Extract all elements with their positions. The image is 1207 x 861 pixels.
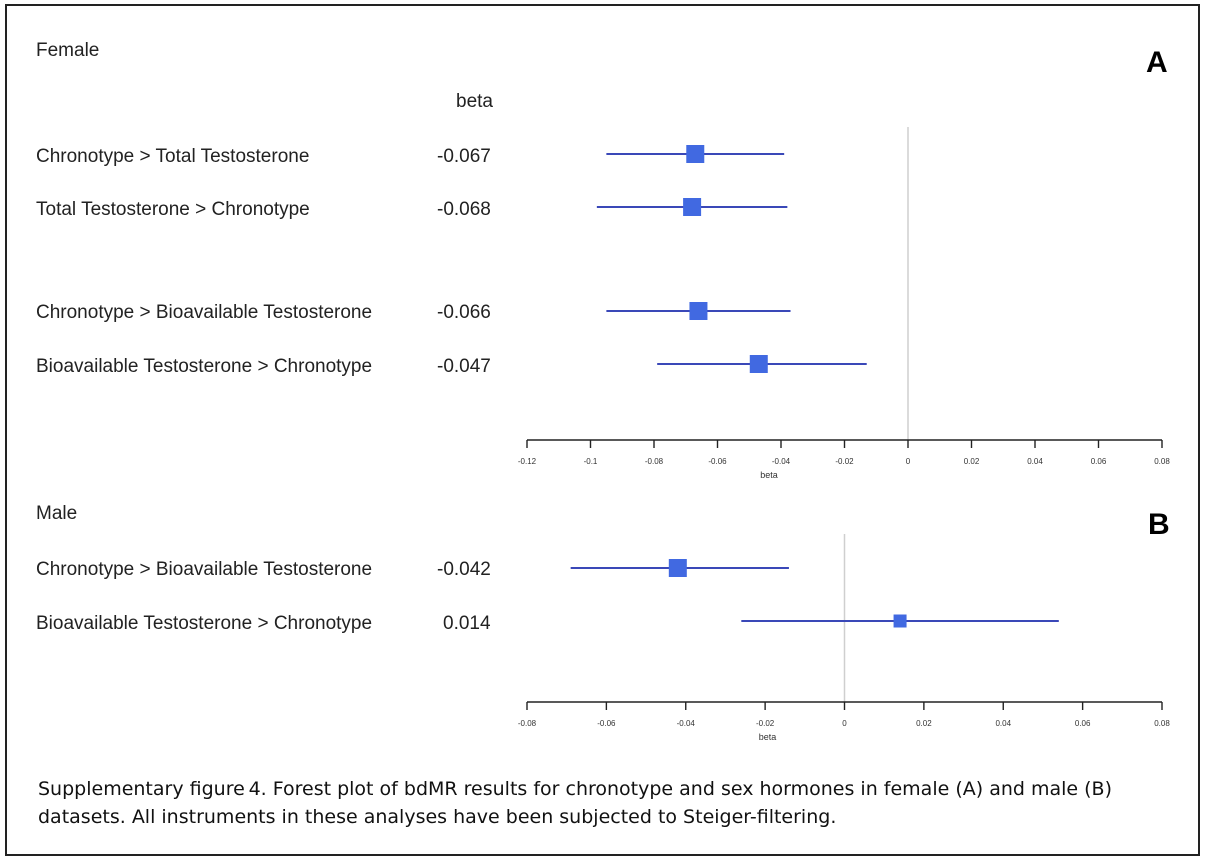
x-tick-label: 0.08 <box>1154 457 1170 466</box>
x-tick-label: 0 <box>906 457 911 466</box>
x-tick-label: 0.06 <box>1091 457 1107 466</box>
point-estimate-marker <box>686 145 705 163</box>
row-beta-value: -0.067 <box>437 146 491 167</box>
x-tick-label: -0.04 <box>677 719 696 728</box>
row-beta-value: -0.047 <box>437 356 491 377</box>
group-title-female: Female <box>36 40 100 61</box>
row-label: Chronotype > Bioavailable Testosterone <box>36 559 373 580</box>
row-beta-value: -0.066 <box>437 302 491 323</box>
x-tick-label: 0.06 <box>1075 719 1091 728</box>
panel-label-b: B <box>1148 508 1170 541</box>
x-tick-label: 0.04 <box>995 719 1011 728</box>
row-label: Total Testosterone > Chronotype <box>36 199 310 220</box>
point-estimate-marker <box>689 302 708 320</box>
point-estimate-marker <box>749 355 768 373</box>
x-tick-label: -0.02 <box>756 719 775 728</box>
x-tick-label: -0.1 <box>584 457 598 466</box>
x-tick-label: -0.08 <box>645 457 664 466</box>
beta-column-header: beta <box>456 91 493 112</box>
x-tick-label: 0.04 <box>1027 457 1043 466</box>
point-estimate-marker <box>668 559 687 577</box>
x-tick-label: -0.06 <box>708 457 727 466</box>
x-tick-label: 0 <box>842 719 847 728</box>
figure-caption: Supplementary figure 4. Forest plot of b… <box>38 778 1112 828</box>
x-tick-label: -0.08 <box>518 719 537 728</box>
x-axis-title: beta <box>760 470 778 480</box>
group-title-male: Male <box>36 503 78 524</box>
row-beta-value: -0.068 <box>437 199 491 220</box>
panel-label-a: A <box>1146 46 1168 79</box>
point-estimate-marker <box>893 614 907 628</box>
x-tick-label: 0.08 <box>1154 719 1170 728</box>
row-label: Chronotype > Total Testosterone <box>36 146 310 167</box>
point-estimate-marker <box>683 198 702 216</box>
row-beta-value: -0.042 <box>437 559 491 580</box>
x-tick-label: 0.02 <box>916 719 932 728</box>
figure-frame <box>5 4 1200 856</box>
row-label: Bioavailable Testosterone > Chronotype <box>36 356 373 377</box>
x-tick-label: -0.12 <box>518 457 537 466</box>
row-beta-value: 0.014 <box>443 613 491 634</box>
row-label: Chronotype > Bioavailable Testosterone <box>36 302 373 323</box>
x-tick-label: 0.02 <box>964 457 980 466</box>
x-tick-label: -0.06 <box>597 719 616 728</box>
x-tick-label: -0.02 <box>835 457 854 466</box>
x-tick-label: -0.04 <box>772 457 791 466</box>
row-label: Bioavailable Testosterone > Chronotype <box>36 613 373 634</box>
x-axis-title: beta <box>759 732 777 742</box>
